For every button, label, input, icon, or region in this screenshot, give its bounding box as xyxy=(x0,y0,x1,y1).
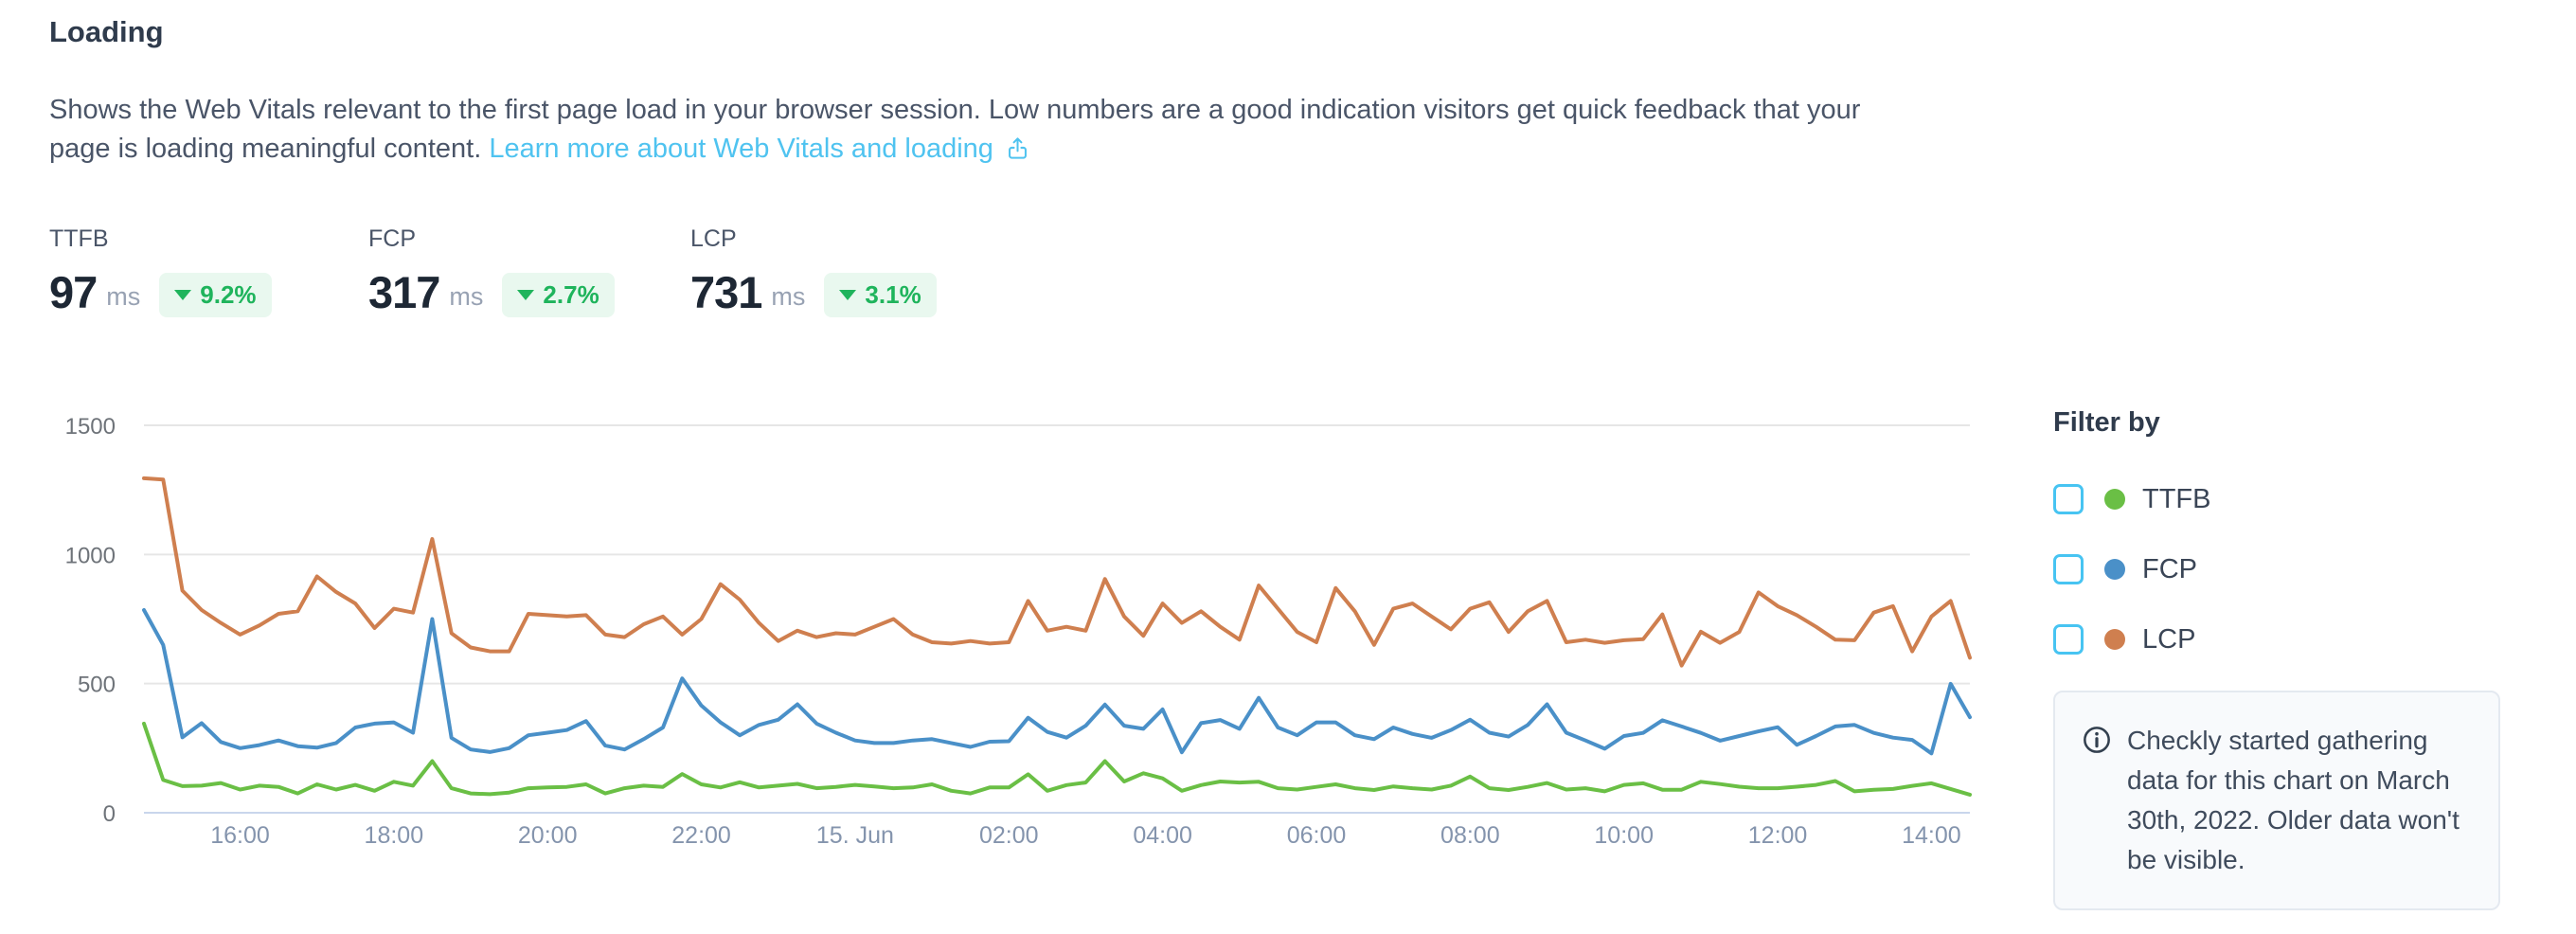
metric-lcp: LCP 731 ms 3.1% xyxy=(690,225,1012,318)
y-tick-label: 500 xyxy=(78,673,116,698)
y-tick-label: 1000 xyxy=(65,543,116,568)
x-tick-label: 10:00 xyxy=(1594,822,1654,849)
metric-label: TTFB xyxy=(49,225,109,252)
metric-ttfb: TTFB 97 ms 9.2% xyxy=(49,225,368,318)
metric-label: LCP xyxy=(690,225,737,252)
data-availability-note: Checkly started gathering data for this … xyxy=(2053,691,2500,910)
description-line1: Shows the Web Vitals relevant to the fir… xyxy=(49,95,1861,125)
metric-value: 317 xyxy=(368,267,440,317)
metric-unit: ms xyxy=(449,282,484,311)
filter-item-fcp[interactable]: FCP xyxy=(2053,550,2500,588)
ttfb-color-dot xyxy=(2104,489,2125,510)
metric-unit: ms xyxy=(106,282,141,311)
note-text: Checkly started gathering data for this … xyxy=(2127,726,2460,874)
filter-item-lcp[interactable]: LCP xyxy=(2053,620,2500,658)
description: Shows the Web Vitals relevant to the fir… xyxy=(49,91,2085,172)
filter-title: Filter by xyxy=(2053,407,2160,438)
external-link-icon xyxy=(1005,134,1030,172)
metric-value: 731 xyxy=(690,267,762,317)
x-tick-label: 16:00 xyxy=(210,822,270,849)
info-icon xyxy=(2082,725,2112,760)
metric-value: 97 xyxy=(49,267,98,317)
x-tick-label: 08:00 xyxy=(1440,822,1500,849)
filter-item-label: FCP xyxy=(2142,553,2197,584)
filter-item-label: LCP xyxy=(2142,623,2196,655)
learn-more-link[interactable]: Learn more about Web Vitals and loading xyxy=(489,134,993,164)
fcp-color-dot xyxy=(2104,559,2125,580)
fcp-checkbox[interactable] xyxy=(2053,554,2084,584)
series-ttfb-line xyxy=(142,721,1972,797)
x-tick-label: 02:00 xyxy=(979,822,1039,849)
filter-item-ttfb[interactable]: TTFB xyxy=(2053,480,2500,518)
metric-fcp: FCP 317 ms 2.7% xyxy=(368,225,690,318)
x-tick-label: 04:00 xyxy=(1133,822,1192,849)
description-line2: page is loading meaningful content. xyxy=(49,134,482,164)
y-tick-label: 1500 xyxy=(65,414,116,440)
x-tick-label: 06:00 xyxy=(1287,822,1347,849)
web-vitals-line-chart: 1500 1000 500 0 16:00 18:00 20:00 22:00 15. Jun 0… xyxy=(65,414,1972,849)
lcp-color-dot xyxy=(2104,629,2125,650)
metric-label: FCP xyxy=(368,225,416,252)
page-title: Loading xyxy=(49,15,164,48)
lcp-checkbox[interactable] xyxy=(2053,624,2084,655)
delta-badge: 3.1% xyxy=(824,273,937,317)
arrow-down-icon xyxy=(174,290,192,300)
filter-item-label: TTFB xyxy=(2142,483,2211,514)
ttfb-checkbox[interactable] xyxy=(2053,484,2084,514)
series-lcp-line xyxy=(142,476,1972,668)
x-tick-label: 12:00 xyxy=(1748,822,1808,849)
web-vitals-metrics: TTFB 97 ms 9.2% FCP 317 ms 2.7% LCP 731 … xyxy=(49,225,1012,318)
series-fcp-line xyxy=(142,608,1972,756)
x-tick-label: 14:00 xyxy=(1902,822,1961,849)
arrow-down-icon xyxy=(517,290,535,300)
filter-panel: Filter by TTFB FCP LCP Checkly started g… xyxy=(2053,407,2500,910)
x-tick-label: 18:00 xyxy=(365,822,424,849)
x-tick-label: 20:00 xyxy=(518,822,578,849)
x-tick-label: 15. Jun xyxy=(816,822,894,849)
arrow-down-icon xyxy=(839,290,857,300)
y-tick-label: 0 xyxy=(103,801,116,827)
delta-badge: 9.2% xyxy=(159,273,272,317)
metric-unit: ms xyxy=(771,282,806,311)
delta-badge: 2.7% xyxy=(502,273,615,317)
x-tick-label: 22:00 xyxy=(671,822,731,849)
